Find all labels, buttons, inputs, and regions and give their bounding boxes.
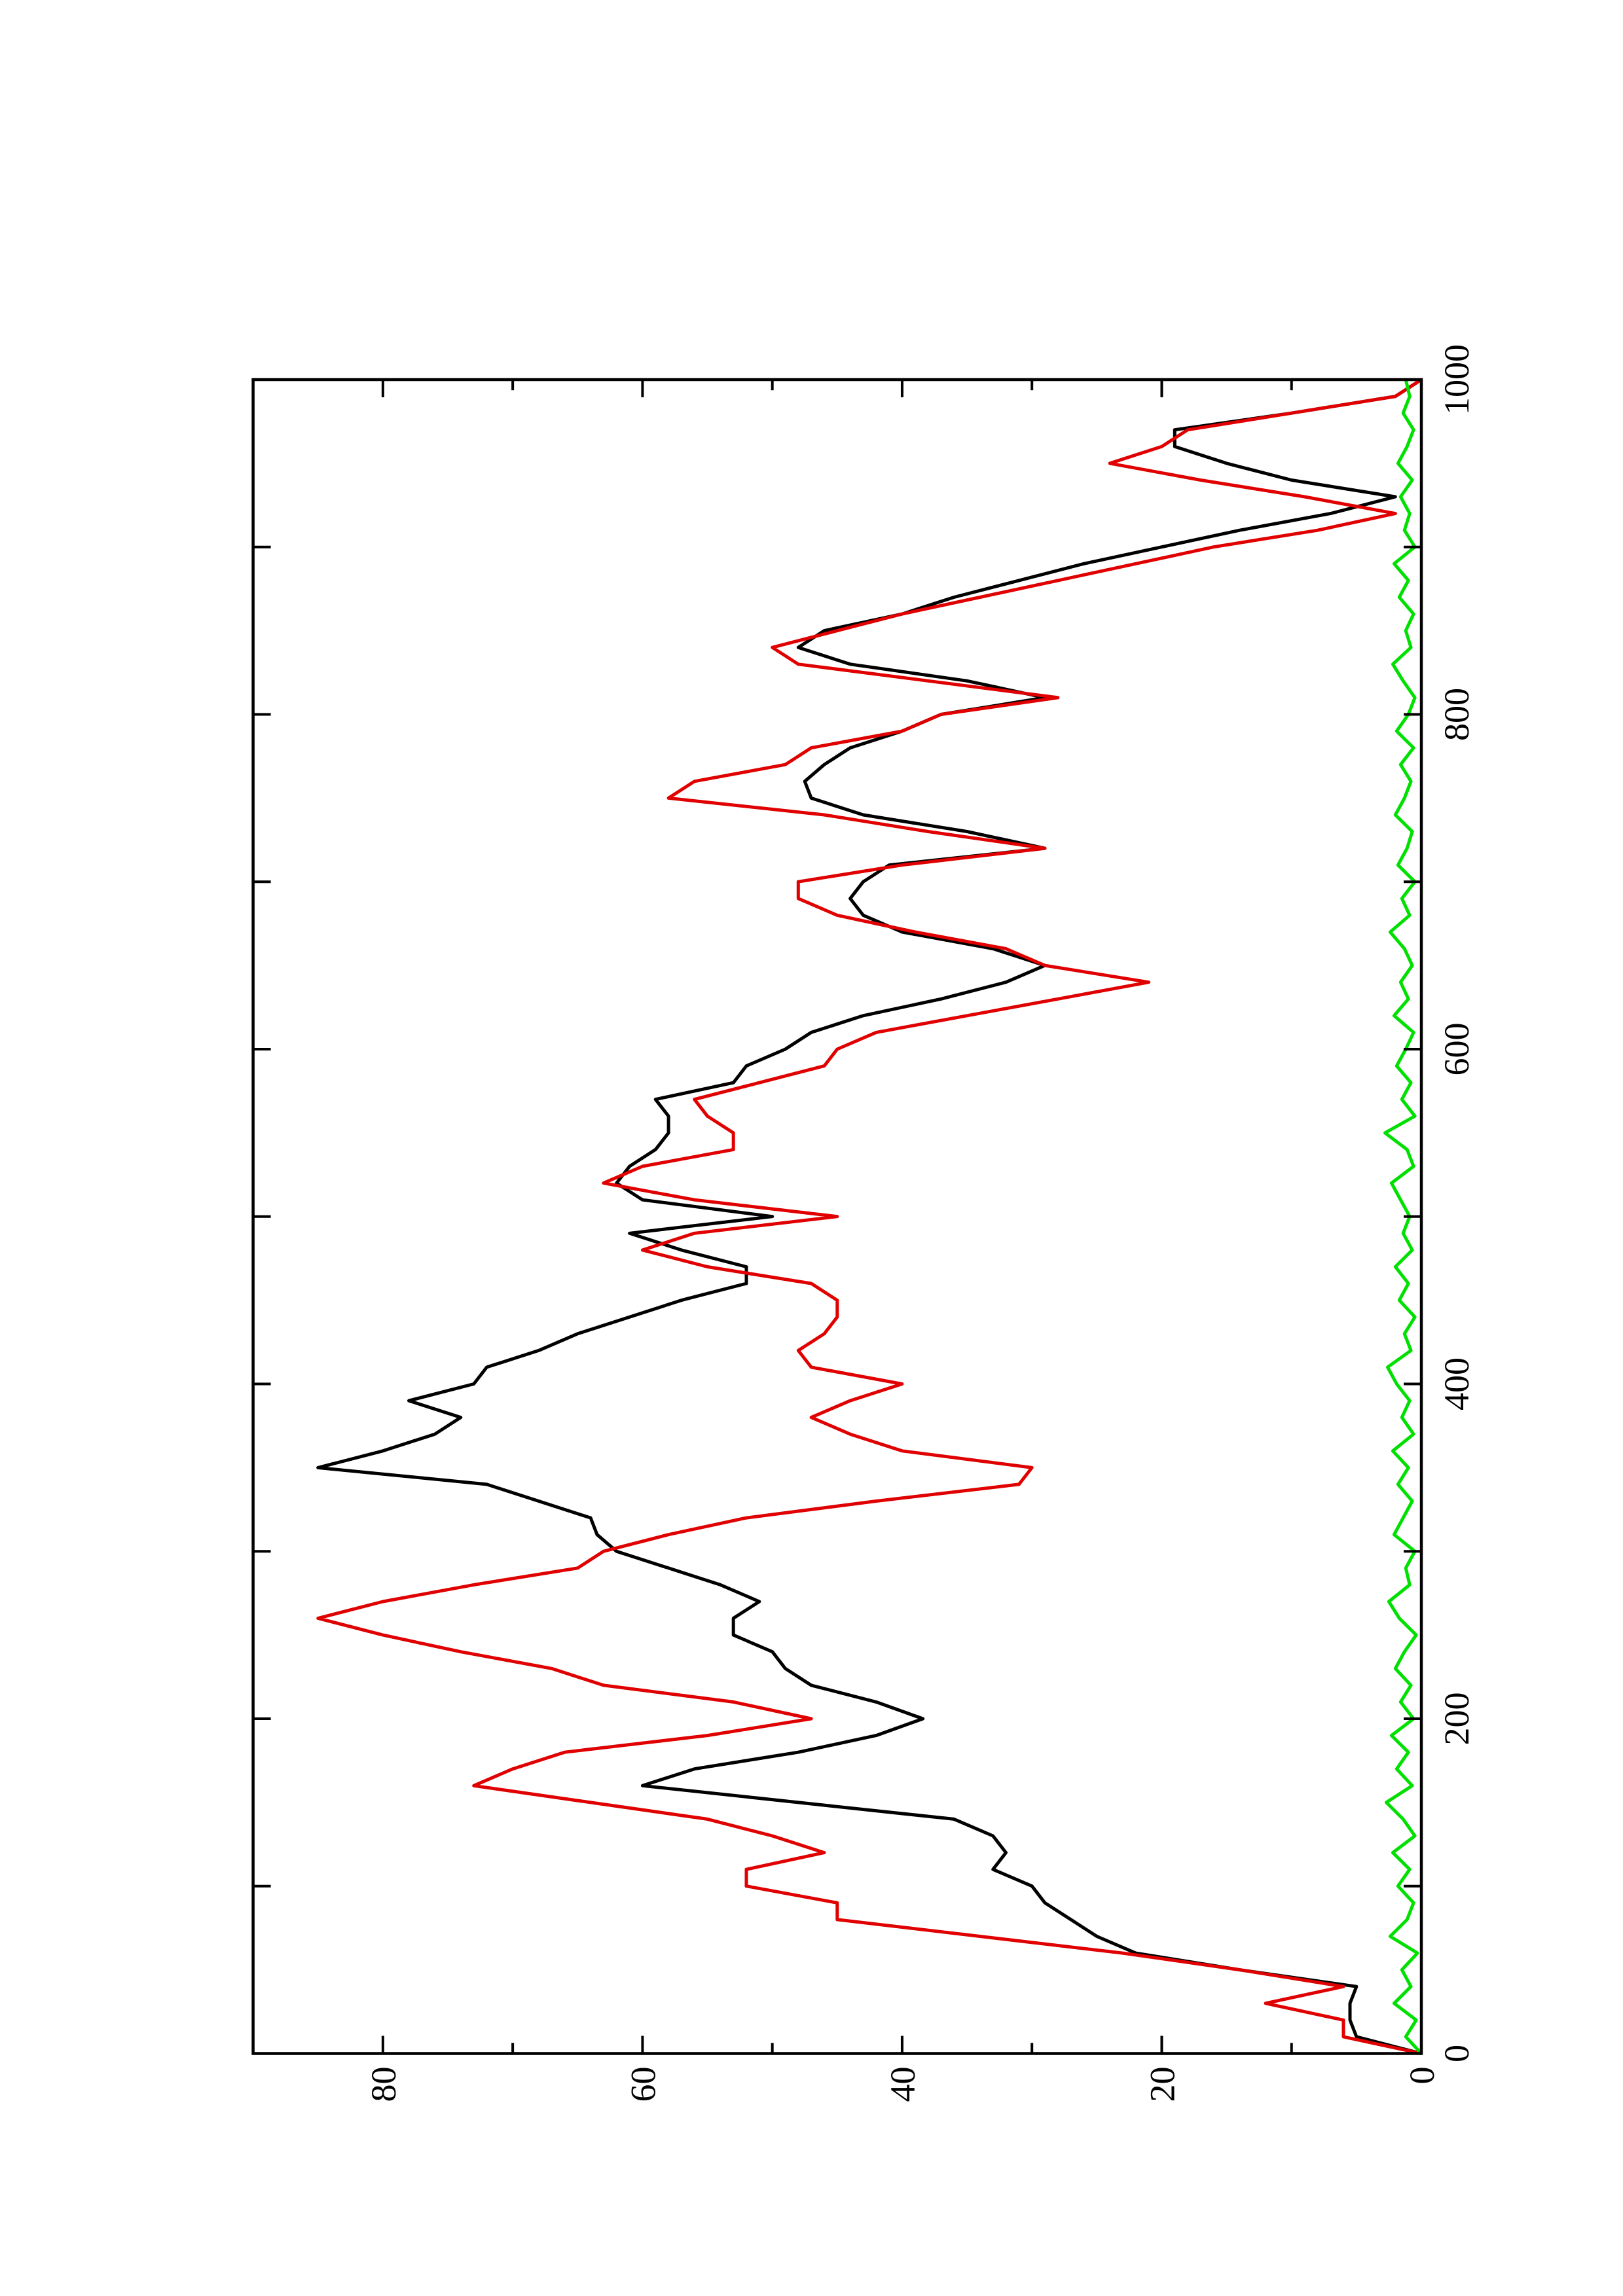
x-tick-label: 400	[1437, 1357, 1476, 1410]
y-tick-label: 0	[1402, 2067, 1442, 2085]
x-tick-label: 200	[1437, 1693, 1476, 1746]
y-tick-label: 80	[364, 2067, 403, 2102]
y-tick-label: 20	[1142, 2067, 1182, 2102]
x-tick-label: 600	[1437, 1023, 1476, 1076]
y-tick-label: 40	[883, 2067, 922, 2102]
line-series	[316, 378, 1423, 2055]
y-tick-label: 60	[623, 2067, 663, 2102]
x-tick-label: 0	[1437, 2045, 1476, 2062]
x-tick-label: 1000	[1437, 344, 1476, 415]
line-series	[316, 378, 1423, 2055]
x-tick-label: 800	[1437, 688, 1476, 741]
plot-area: 0 200 400 600 800 1000 0 20 40 60 80	[251, 344, 1476, 2102]
